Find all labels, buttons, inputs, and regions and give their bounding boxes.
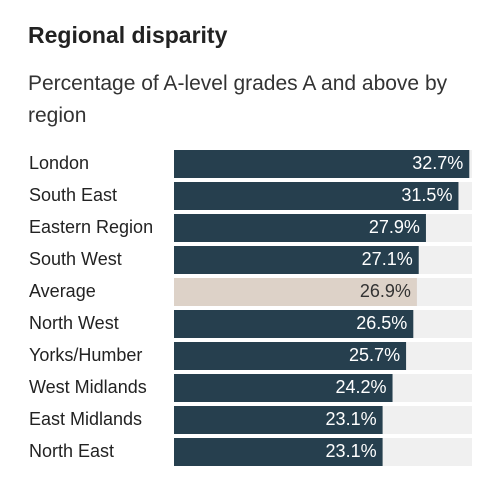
value-label: 23.1% bbox=[326, 409, 377, 429]
category-label: South East bbox=[29, 185, 117, 205]
bar bbox=[174, 278, 417, 306]
value-label: 32.7% bbox=[412, 153, 463, 173]
bar bbox=[174, 438, 383, 466]
category-label: East Midlands bbox=[29, 409, 142, 429]
chart-title: Regional disparity bbox=[28, 22, 228, 48]
category-label: South West bbox=[29, 249, 122, 269]
value-label: 27.9% bbox=[369, 217, 420, 237]
value-label: 24.2% bbox=[335, 377, 386, 397]
value-label: 26.9% bbox=[360, 281, 411, 301]
bar bbox=[174, 310, 414, 338]
bar bbox=[174, 214, 426, 242]
value-label: 31.5% bbox=[401, 185, 452, 205]
category-label: Yorks/Humber bbox=[29, 345, 142, 365]
bar bbox=[174, 406, 383, 434]
bar bbox=[174, 150, 470, 178]
category-label: West Midlands bbox=[29, 377, 147, 397]
category-label: Average bbox=[29, 281, 96, 301]
value-label: 25.7% bbox=[349, 345, 400, 365]
category-label: North West bbox=[29, 313, 119, 333]
bar bbox=[174, 342, 407, 370]
value-label: 23.1% bbox=[326, 441, 377, 461]
chart-subtitle: Percentage of A-level grades A and above… bbox=[28, 72, 448, 127]
value-label: 27.1% bbox=[362, 249, 413, 269]
category-label: Eastern Region bbox=[29, 217, 153, 237]
bar bbox=[174, 246, 419, 274]
value-label: 26.5% bbox=[356, 313, 407, 333]
category-label: North East bbox=[29, 441, 114, 461]
bar bbox=[174, 182, 459, 210]
bar bbox=[174, 374, 393, 402]
category-label: London bbox=[29, 153, 89, 173]
